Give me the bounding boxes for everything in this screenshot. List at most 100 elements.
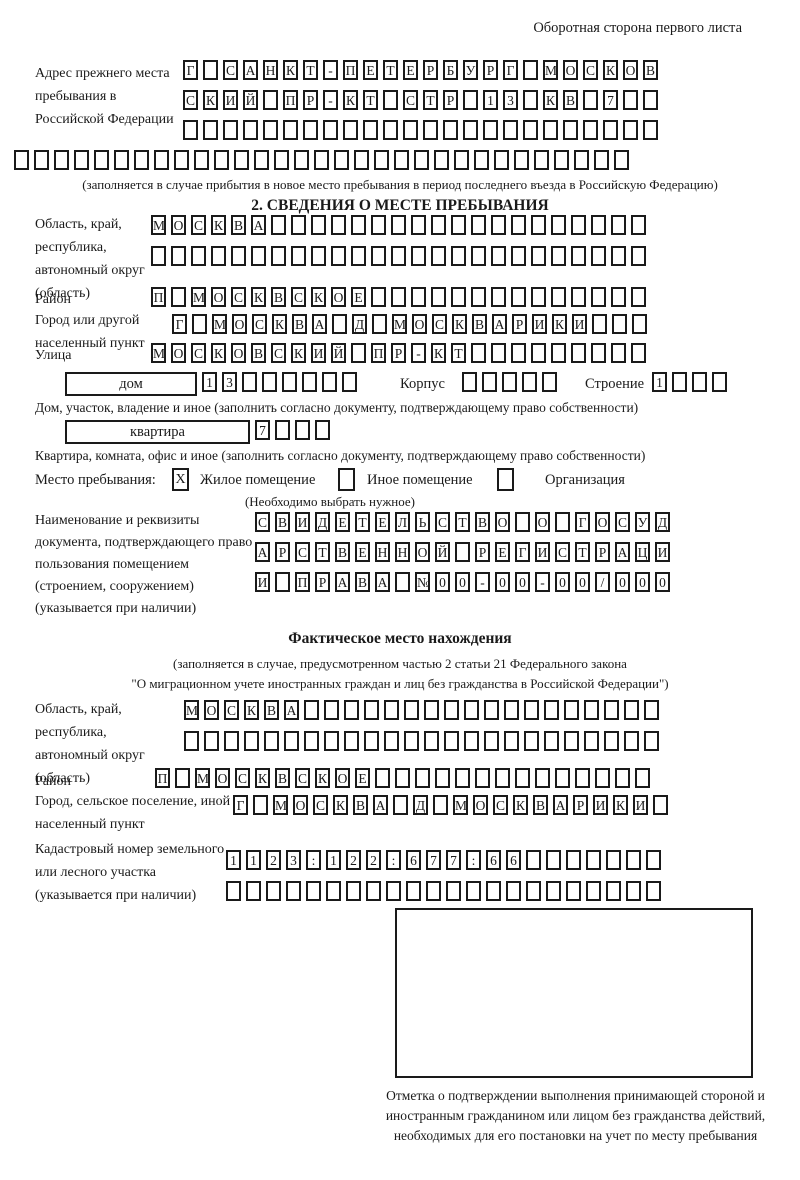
char-box[interactable]: 0 xyxy=(575,572,590,592)
char-box[interactable] xyxy=(384,700,399,720)
char-box[interactable] xyxy=(404,700,419,720)
char-box[interactable] xyxy=(406,881,421,901)
char-box[interactable]: Г xyxy=(183,60,198,80)
char-box[interactable] xyxy=(643,90,658,110)
char-box[interactable] xyxy=(475,768,490,788)
char-box[interactable]: Т xyxy=(451,343,466,363)
char-box[interactable] xyxy=(34,150,49,170)
char-box[interactable] xyxy=(331,246,346,266)
char-box[interactable]: Й xyxy=(331,343,346,363)
char-box[interactable] xyxy=(271,215,286,235)
char-box[interactable]: Р xyxy=(483,60,498,80)
char-box[interactable]: И xyxy=(655,542,670,562)
char-box[interactable] xyxy=(632,314,647,334)
char-box[interactable]: Н xyxy=(395,542,410,562)
char-box[interactable] xyxy=(311,215,326,235)
char-box[interactable] xyxy=(332,314,347,334)
char-box[interactable]: О xyxy=(215,768,230,788)
char-box[interactable] xyxy=(471,287,486,307)
char-box[interactable] xyxy=(644,700,659,720)
char-box[interactable] xyxy=(231,246,246,266)
char-box[interactable] xyxy=(94,150,109,170)
char-box[interactable] xyxy=(334,150,349,170)
char-box[interactable]: Г xyxy=(233,795,248,815)
char-box[interactable] xyxy=(515,512,530,532)
char-box[interactable] xyxy=(522,372,537,392)
char-box[interactable] xyxy=(302,372,317,392)
char-box[interactable]: 7 xyxy=(446,850,461,870)
char-box[interactable] xyxy=(74,150,89,170)
char-box[interactable]: Р xyxy=(573,795,588,815)
char-box[interactable] xyxy=(344,700,359,720)
char-box[interactable] xyxy=(563,120,578,140)
char-box[interactable] xyxy=(234,150,249,170)
char-box[interactable] xyxy=(543,120,558,140)
char-box[interactable]: М xyxy=(453,795,468,815)
char-box[interactable]: В xyxy=(643,60,658,80)
char-box[interactable] xyxy=(371,287,386,307)
char-box[interactable] xyxy=(631,246,646,266)
char-box[interactable]: Е xyxy=(363,60,378,80)
char-box[interactable] xyxy=(586,850,601,870)
char-box[interactable]: К xyxy=(431,343,446,363)
char-box[interactable] xyxy=(203,120,218,140)
char-box[interactable] xyxy=(564,731,579,751)
char-box[interactable] xyxy=(571,343,586,363)
char-box[interactable] xyxy=(583,120,598,140)
char-box[interactable]: Е xyxy=(495,542,510,562)
char-box[interactable]: Е xyxy=(351,287,366,307)
char-box[interactable] xyxy=(184,731,199,751)
char-box[interactable]: В xyxy=(335,542,350,562)
char-box[interactable] xyxy=(646,881,661,901)
char-box[interactable] xyxy=(14,150,29,170)
char-box[interactable] xyxy=(571,246,586,266)
char-box[interactable] xyxy=(374,150,389,170)
char-box[interactable]: 7 xyxy=(255,420,270,440)
char-box[interactable]: С xyxy=(191,215,206,235)
char-box[interactable] xyxy=(324,731,339,751)
char-box[interactable] xyxy=(114,150,129,170)
char-box[interactable] xyxy=(672,372,687,392)
char-box[interactable] xyxy=(254,150,269,170)
char-box[interactable] xyxy=(626,850,641,870)
char-box[interactable]: Й xyxy=(243,90,258,110)
char-box[interactable] xyxy=(646,850,661,870)
char-box[interactable]: И xyxy=(223,90,238,110)
char-box[interactable]: 0 xyxy=(435,572,450,592)
char-box[interactable] xyxy=(354,150,369,170)
char-box[interactable]: 1 xyxy=(483,90,498,110)
char-box[interactable] xyxy=(191,246,206,266)
char-box[interactable] xyxy=(391,215,406,235)
char-box[interactable]: О xyxy=(473,795,488,815)
char-box[interactable]: А xyxy=(243,60,258,80)
char-box[interactable] xyxy=(324,700,339,720)
char-box[interactable] xyxy=(604,731,619,751)
char-box[interactable]: П xyxy=(283,90,298,110)
char-box[interactable] xyxy=(546,850,561,870)
char-box[interactable]: Р xyxy=(443,90,458,110)
char-box[interactable]: 7 xyxy=(426,850,441,870)
char-box[interactable]: К xyxy=(251,287,266,307)
char-box[interactable]: Т xyxy=(315,542,330,562)
char-box[interactable] xyxy=(183,120,198,140)
char-box[interactable] xyxy=(304,700,319,720)
char-box[interactable] xyxy=(551,343,566,363)
char-box[interactable] xyxy=(151,246,166,266)
char-box[interactable]: С xyxy=(493,795,508,815)
char-box[interactable] xyxy=(344,731,359,751)
char-box[interactable]: И xyxy=(255,572,270,592)
char-box[interactable]: М xyxy=(273,795,288,815)
char-box[interactable]: В xyxy=(275,768,290,788)
char-box[interactable]: 3 xyxy=(503,90,518,110)
char-box[interactable] xyxy=(555,768,570,788)
char-box[interactable]: В xyxy=(275,512,290,532)
char-box[interactable] xyxy=(251,246,266,266)
char-box[interactable]: А xyxy=(251,215,266,235)
char-box[interactable]: 1 xyxy=(652,372,667,392)
char-box[interactable] xyxy=(242,372,257,392)
char-box[interactable]: Р xyxy=(275,542,290,562)
char-box[interactable] xyxy=(395,572,410,592)
char-box[interactable] xyxy=(483,120,498,140)
char-box[interactable] xyxy=(226,881,241,901)
char-box[interactable]: Р xyxy=(315,572,330,592)
